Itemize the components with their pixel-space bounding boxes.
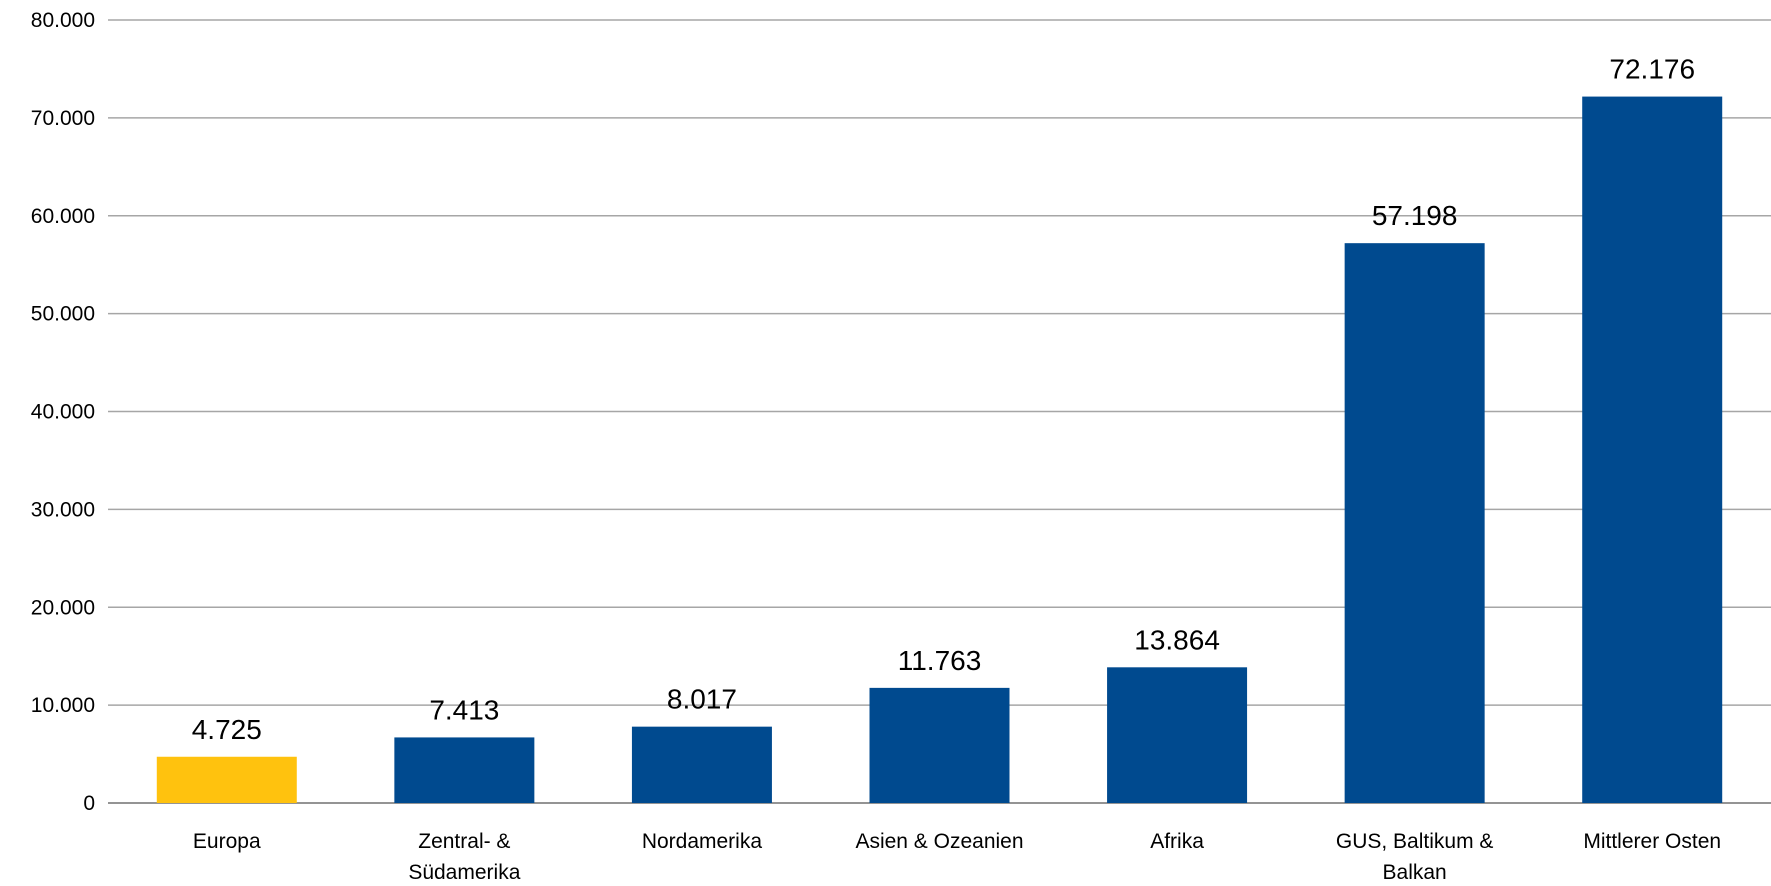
y-tick-label: 50.000 — [31, 303, 95, 326]
y-tick-label: 70.000 — [31, 107, 95, 130]
y-tick-label: 10.000 — [31, 694, 95, 717]
x-tick-label: Afrika — [1150, 830, 1204, 853]
data-label: 13.864 — [1134, 624, 1220, 655]
y-axis-ticks: 0 10.000 20.000 30.000 40.000 50.000 60.000 70.… — [31, 9, 95, 815]
data-label: 4.725 — [192, 714, 262, 745]
y-tick-label: 20.000 — [31, 596, 95, 619]
bar — [1107, 667, 1248, 803]
x-tick-label: Mittlerer Osten — [1583, 830, 1721, 853]
gridlines — [108, 19, 1771, 804]
x-tick-label: Balkan — [1383, 861, 1447, 884]
x-tick-label: Südamerika — [408, 861, 520, 884]
y-tick-label: 80.000 — [31, 9, 95, 32]
data-label: 11.763 — [898, 645, 982, 676]
bar — [156, 756, 297, 803]
x-tick-label: Europa — [193, 830, 261, 853]
y-tick-label: 40.000 — [31, 401, 95, 424]
x-tick-label: Asien & Ozeanien — [855, 830, 1023, 853]
bar — [631, 726, 772, 803]
y-tick-label: 30.000 — [31, 498, 95, 521]
bars — [156, 96, 1723, 804]
bar — [394, 737, 535, 803]
data-label: 72.176 — [1609, 54, 1695, 85]
x-axis-labels: Europa Zentral- & Südamerika Nordamerika Asi… — [193, 830, 1721, 884]
data-labels: 4.725 7.413 8.017 11.763 13.864 57.198 72.176 — [192, 54, 1695, 745]
data-label: 8.017 — [667, 684, 737, 715]
y-tick-label: 60.000 — [31, 205, 95, 228]
x-tick-label: Nordamerika — [642, 830, 763, 853]
bar — [869, 687, 1010, 803]
x-tick-label: Zentral- & — [418, 830, 510, 853]
x-tick-label: GUS, Baltikum & — [1336, 830, 1494, 853]
bar — [1344, 243, 1485, 804]
y-tick-label: 0 — [83, 792, 95, 815]
data-label: 7.413 — [429, 694, 499, 725]
bar — [1582, 96, 1723, 804]
data-label: 57.198 — [1372, 200, 1458, 231]
